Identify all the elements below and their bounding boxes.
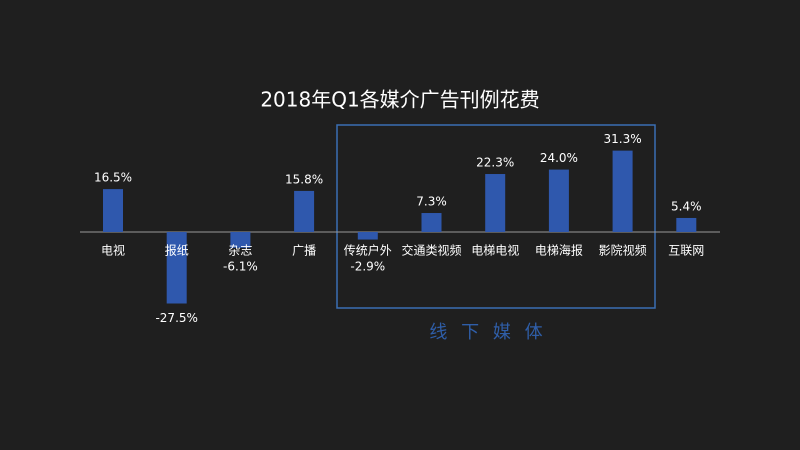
x-tick-label: 互联网 bbox=[668, 244, 704, 258]
data-label: -6.1% bbox=[223, 260, 258, 274]
annotation: 线 下 媒 体 bbox=[429, 322, 546, 343]
x-tick-label: 报纸 bbox=[165, 243, 189, 258]
data-label: -27.5% bbox=[155, 311, 197, 325]
bar bbox=[294, 190, 315, 232]
x-tick-label: 电梯电视 bbox=[471, 243, 519, 258]
bar bbox=[485, 174, 506, 232]
x-tick-label: 广播 bbox=[292, 244, 316, 258]
data-label: 24.0% bbox=[540, 151, 578, 165]
bar bbox=[230, 232, 251, 248]
highlight-box bbox=[336, 124, 656, 309]
data-label: 31.3% bbox=[604, 132, 642, 146]
x-tick-label: 传统户外 bbox=[344, 243, 392, 258]
data-label: -2.9% bbox=[350, 260, 385, 274]
x-tick-label: 电梯海报 bbox=[535, 243, 583, 258]
x-tick-label: 电视 bbox=[101, 243, 125, 258]
bar bbox=[421, 213, 442, 232]
data-label: 5.4% bbox=[671, 199, 702, 213]
data-label: 16.5% bbox=[94, 171, 132, 185]
bar bbox=[166, 232, 187, 304]
data-label: 22.3% bbox=[476, 156, 514, 170]
bar bbox=[103, 189, 123, 232]
bar bbox=[676, 217, 697, 232]
bar bbox=[612, 150, 633, 232]
x-tick-label: 杂志 bbox=[228, 244, 252, 258]
data-label: 7.3% bbox=[416, 195, 447, 209]
bar bbox=[548, 169, 569, 232]
x-tick-label: 交通类视频 bbox=[401, 243, 461, 258]
bar bbox=[357, 232, 378, 240]
chart-title: 2018年Q1各媒介广告刊例花费 bbox=[260, 88, 539, 112]
data-label: 15.8% bbox=[285, 172, 323, 186]
x-tick-label: 影院视频 bbox=[599, 243, 647, 258]
